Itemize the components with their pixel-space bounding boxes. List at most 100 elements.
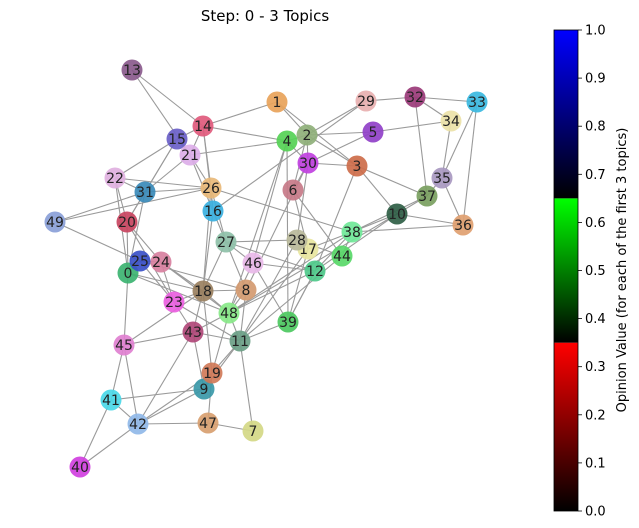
node-43: 43	[182, 321, 204, 343]
node-label-21: 21	[181, 148, 199, 164]
node-24: 24	[150, 251, 172, 273]
node-label-6: 6	[289, 183, 298, 199]
edge-29-16	[212, 100, 367, 212]
node-label-49: 49	[46, 215, 64, 231]
edge-18-19	[202, 290, 213, 374]
edge-22-26	[114, 177, 212, 189]
node-39: 39	[277, 311, 299, 333]
edge-42-40	[79, 423, 139, 468]
edge-10-36	[396, 213, 464, 226]
node-circle-16	[202, 200, 224, 222]
edge-49-25	[54, 221, 141, 262]
node-28: 28	[286, 229, 308, 251]
node-44: 44	[331, 245, 353, 267]
node-circle-15	[166, 128, 188, 150]
edge-28-30	[296, 162, 309, 241]
node-1: 1	[266, 91, 288, 113]
colorbar-tick-label-1.0: 1.0	[585, 24, 606, 39]
node-circle-42	[127, 413, 149, 435]
colorbar-green-segment	[554, 198, 578, 343]
node-label-45: 45	[115, 338, 133, 354]
edge-43-45	[123, 331, 194, 346]
node-circle-41	[100, 389, 122, 411]
node-label-39: 39	[279, 315, 297, 331]
edge-4-39	[286, 140, 289, 323]
colorbar-red-segment	[554, 342, 578, 511]
node-circle-45	[113, 334, 135, 356]
node-5: 5	[362, 121, 384, 143]
node-circle-12	[304, 260, 326, 282]
colorbar-tick-label-0.0: 0.0	[585, 505, 606, 520]
node-25: 25	[129, 250, 151, 272]
edge-49-26	[54, 187, 212, 223]
edge-23-11	[173, 301, 241, 342]
colorbar-tick-label-0.5: 0.5	[585, 264, 606, 279]
node-label-22: 22	[106, 171, 124, 187]
colorbar-label: Opinion Value (for each of the first 3 t…	[615, 128, 630, 413]
node-label-37: 37	[418, 189, 436, 205]
edge-21-4	[189, 140, 288, 156]
node-label-33: 33	[468, 95, 486, 111]
edge-0-45	[123, 272, 129, 346]
node-label-13: 13	[123, 63, 141, 79]
edge-2-29	[306, 100, 367, 136]
node-label-29: 29	[357, 94, 375, 110]
node-circle-21	[179, 144, 201, 166]
node-label-48: 48	[220, 306, 238, 322]
node-6: 6	[282, 179, 304, 201]
node-18: 18	[192, 280, 214, 302]
node-layer: 0123456789101112131415161718192021222324…	[44, 59, 488, 478]
colorbar-ticks: 0.0 0.1 0.2 0.3 0.4 0.5 0.6 0.7 0.8 0.9 1.0	[578, 24, 606, 520]
node-11: 11	[229, 330, 251, 352]
node-label-1: 1	[273, 95, 282, 111]
node-35: 35	[431, 167, 453, 189]
node-label-23: 23	[165, 295, 183, 311]
node-circle-26	[200, 177, 222, 199]
node-circle-35	[431, 167, 453, 189]
edge-13-14	[131, 69, 204, 127]
node-4: 4	[276, 130, 298, 152]
node-label-24: 24	[152, 255, 170, 271]
colorbar-tick-label-0.3: 0.3	[585, 360, 606, 375]
node-21: 21	[179, 144, 201, 166]
edge-9-42	[137, 388, 205, 425]
node-16: 16	[202, 200, 224, 222]
edge-36-38	[351, 224, 464, 233]
node-circle-25	[129, 250, 151, 272]
node-label-47: 47	[199, 416, 217, 432]
node-circle-47	[197, 412, 219, 434]
edge-17-39	[287, 248, 309, 323]
edge-15-22	[114, 138, 178, 179]
node-label-10: 10	[388, 207, 406, 223]
node-label-41: 41	[102, 393, 120, 409]
edge-2-5	[306, 131, 374, 136]
edge-10-12	[314, 213, 398, 272]
colorbar: 0.0 0.1 0.2 0.3 0.4 0.5 0.6 0.7 0.8 0.9 1.0 Opinio…	[553, 24, 630, 520]
node-48: 48	[218, 302, 240, 324]
colorbar-tick-label-0.4: 0.4	[585, 312, 606, 327]
node-49: 49	[44, 211, 66, 233]
colorbar-tick-label-0.8: 0.8	[585, 120, 606, 135]
node-38: 38	[341, 221, 363, 243]
node-label-38: 38	[343, 225, 361, 241]
node-circle-49	[44, 211, 66, 233]
edge-17-11	[239, 248, 309, 342]
node-label-4: 4	[283, 134, 292, 150]
node-label-34: 34	[442, 114, 460, 130]
node-circle-29	[355, 90, 377, 112]
colorbar-tick-label-0.2: 0.2	[585, 408, 606, 423]
edge-6-44	[292, 189, 343, 257]
node-9: 9	[193, 378, 215, 400]
node-label-46: 46	[244, 256, 262, 272]
node-circle-7	[242, 420, 264, 442]
edge-46-4	[252, 140, 288, 264]
node-label-16: 16	[204, 204, 222, 220]
edge-27-28	[225, 239, 298, 243]
node-34: 34	[440, 110, 462, 132]
node-label-18: 18	[194, 284, 212, 300]
node-circle-44	[331, 245, 353, 267]
node-circle-24	[150, 251, 172, 273]
colorbar-blue-segment	[554, 30, 578, 199]
node-circle-5	[362, 121, 384, 143]
